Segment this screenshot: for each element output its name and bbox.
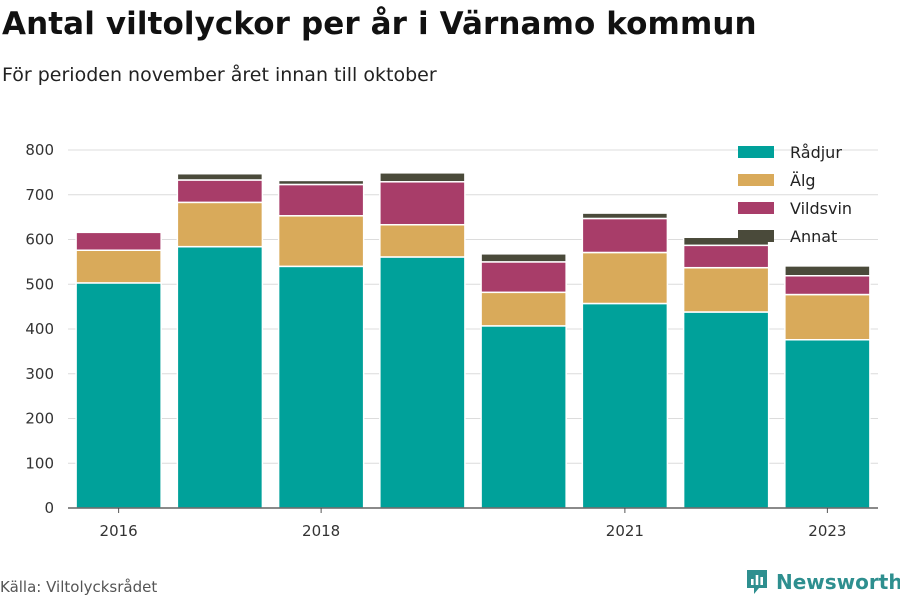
bar-segment	[176, 245, 264, 509]
legend-label: Annat	[790, 227, 837, 246]
bar-segment	[784, 265, 871, 277]
source-note: Källa: Viltolycksrådet	[0, 578, 158, 596]
bar-segment	[784, 338, 871, 509]
bar-segment	[176, 201, 264, 248]
bar-segment	[480, 325, 567, 509]
newsworthy-logo-icon	[747, 570, 767, 594]
bar-segment	[581, 251, 669, 305]
y-tick-label: 600	[25, 231, 54, 249]
bar-segment	[379, 256, 466, 509]
bar-segment	[277, 183, 365, 217]
bar-segment	[379, 172, 466, 183]
x-tick-label: 2016	[100, 522, 138, 540]
bar-segment	[480, 261, 567, 294]
bar-segment	[581, 212, 669, 220]
brand-logo: Newsworthy	[744, 568, 900, 596]
y-tick-label: 400	[25, 320, 54, 338]
legend-label: Vildsvin	[790, 199, 852, 218]
legend-swatch	[738, 146, 774, 158]
bar-segment	[75, 282, 162, 509]
bar-segment	[480, 291, 567, 327]
bar-segment	[75, 231, 162, 251]
bar-segment	[480, 253, 567, 263]
bar-segment	[784, 274, 871, 296]
legend-swatch	[738, 230, 774, 242]
legend-swatch	[738, 202, 774, 214]
brand-name: Newsworthy	[776, 570, 900, 594]
bar-segment	[75, 249, 162, 284]
y-tick-label: 300	[25, 365, 54, 383]
bar-segment	[277, 179, 365, 186]
y-tick-label: 700	[25, 186, 54, 204]
x-tick-label: 2021	[606, 522, 644, 540]
chart-title: Antal viltolyckor per år i Värnamo kommu…	[2, 6, 757, 42]
y-tick-label: 500	[25, 275, 54, 293]
bar-segment	[581, 217, 669, 254]
chart-subtitle: För perioden november året innan till ok…	[2, 64, 437, 86]
bar-segment	[784, 293, 871, 341]
y-tick-label: 200	[25, 410, 54, 428]
bar-segment	[277, 265, 365, 509]
y-tick-label: 800	[25, 141, 54, 159]
bar-segment	[682, 266, 770, 313]
bar-segment	[277, 215, 365, 268]
legend-label: Älg	[790, 171, 816, 190]
y-tick-label: 0	[44, 499, 54, 517]
bar-segment	[379, 223, 466, 258]
bar-segment	[176, 172, 264, 181]
bar-segment	[682, 244, 770, 269]
bar-segment	[581, 302, 669, 509]
x-tick-label: 2023	[808, 522, 846, 540]
x-tick-label: 2018	[302, 522, 340, 540]
y-tick-label: 100	[25, 454, 54, 472]
bar-segment	[682, 311, 770, 509]
bar-segment	[176, 179, 264, 204]
legend-swatch	[738, 174, 774, 186]
bar-segment	[379, 181, 466, 226]
legend-label: Rådjur	[790, 143, 842, 162]
